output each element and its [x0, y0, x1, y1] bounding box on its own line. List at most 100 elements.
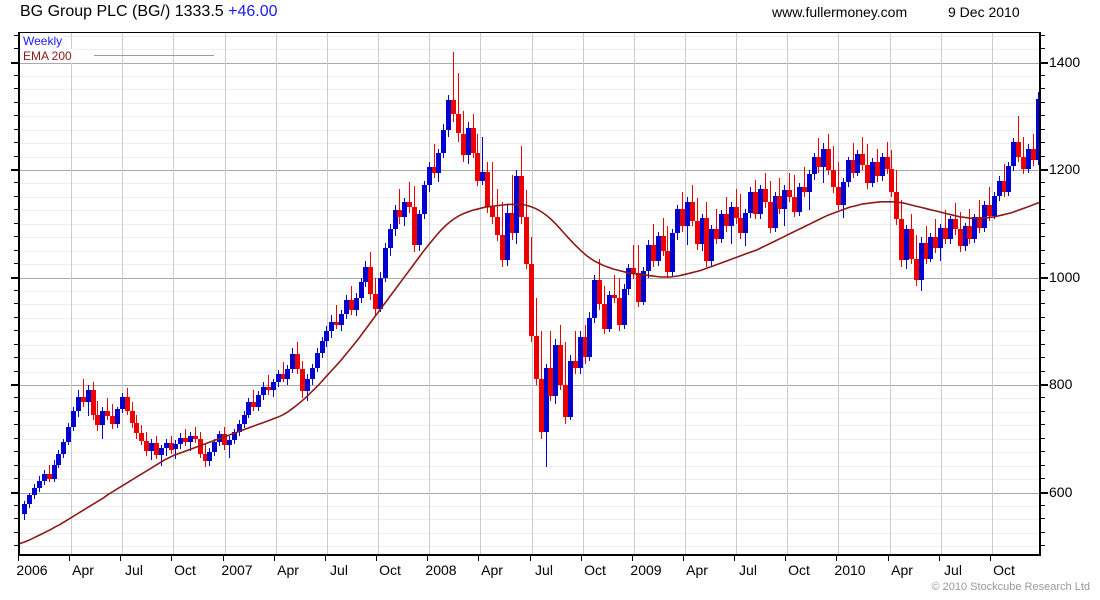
candle-body [76, 396, 81, 411]
y-axis-tick-minor [1041, 75, 1045, 76]
candle-wick [409, 181, 410, 214]
candle-body [885, 156, 890, 169]
candle-body [446, 100, 451, 130]
candle-body [626, 267, 631, 290]
candle-body [183, 437, 188, 442]
candle-body [846, 160, 851, 182]
candle-body [661, 235, 666, 251]
y-axis-tick-left [14, 330, 18, 331]
x-axis-tick [120, 556, 121, 561]
candle-body [66, 426, 71, 442]
copyright-notice: © 2010 Stockcube Research Ltd [931, 581, 1090, 593]
candle-body [812, 156, 817, 175]
candle-wick [833, 145, 834, 193]
x-axis-tick [581, 556, 582, 561]
legend-series-label: Weekly [22, 34, 64, 48]
last-price: 1333.5 [174, 3, 224, 20]
candle-body [1011, 142, 1016, 166]
x-axis-tick [171, 556, 172, 561]
candle-body [592, 280, 597, 318]
candle-body [388, 229, 393, 248]
candle-body [1036, 98, 1039, 161]
candle-body [982, 204, 987, 229]
y-axis-tick-left [14, 424, 18, 425]
candle-wick [789, 172, 790, 203]
gridline-v [583, 33, 584, 554]
candle-wick [336, 305, 337, 329]
gridline-minor-h [20, 143, 1039, 144]
candle-body [310, 367, 315, 379]
y-axis-tick-left [14, 518, 18, 519]
x-axis-label: Jul [125, 562, 143, 578]
candle-body [500, 234, 505, 261]
candle-body [1026, 148, 1031, 169]
candle-body [471, 128, 476, 153]
candle-body [91, 390, 96, 415]
x-axis-label: Apr [891, 562, 913, 578]
x-axis-tick [376, 556, 377, 561]
candle-body [100, 410, 105, 426]
candle-body [368, 266, 373, 294]
gridline-minor-h [20, 116, 1039, 117]
x-axis-tick [990, 556, 991, 561]
gridline-major-h [20, 385, 1039, 386]
candle-body [324, 331, 329, 341]
plot-area[interactable]: Weekly EMA 200 [18, 32, 1041, 556]
candle-body [436, 152, 441, 173]
y-axis-tick-minor [1041, 88, 1045, 89]
candle-body [782, 190, 787, 209]
candle-body [1002, 180, 1007, 192]
gridline-minor-h [20, 398, 1039, 399]
candle-body [203, 453, 208, 462]
candle-body [164, 443, 169, 449]
candle-body [1021, 156, 1026, 169]
candle-body [529, 264, 534, 336]
candle-body [865, 164, 870, 184]
candle-body [622, 289, 627, 325]
y-axis-tick-left [14, 209, 18, 210]
y-axis-tick-minor [1041, 371, 1045, 372]
y-axis-tick-left [14, 182, 18, 183]
price-change: +46.00 [228, 3, 278, 20]
y-axis-tick-left [14, 142, 18, 143]
candle-body [695, 221, 700, 245]
gridline-v [634, 33, 635, 554]
candle-body [841, 181, 846, 205]
candle-body [578, 336, 583, 368]
candle-body [466, 128, 471, 155]
candle-body [22, 504, 27, 514]
y-axis-tick-minor [1041, 438, 1045, 439]
candle-body [534, 335, 539, 379]
candle-body [870, 161, 875, 184]
x-axis-label: Jul [739, 562, 757, 578]
gridline-major-h [20, 63, 1039, 64]
candle-wick [736, 188, 737, 224]
candle-body [938, 228, 943, 248]
candle-wick [512, 175, 513, 240]
candle-body [734, 206, 739, 219]
candle-body [81, 396, 86, 403]
gridline-minor-h [20, 546, 1039, 547]
gridline-v [941, 33, 942, 554]
ema-200-line [20, 201, 1039, 545]
candle-body [690, 202, 695, 222]
x-axis-tick [939, 556, 940, 561]
candle-body [568, 360, 573, 418]
x-axis-tick [427, 556, 428, 561]
gridline-minor-h [20, 76, 1039, 77]
y-axis-tick-left [14, 532, 18, 533]
candle-body [451, 100, 456, 114]
y-axis-tick-minor [1041, 48, 1045, 49]
candle-body [758, 188, 763, 215]
y-axis-tick-minor [1041, 263, 1045, 264]
y-axis-tick-left [14, 196, 18, 197]
gridline-minor-h [20, 452, 1039, 453]
gridline-minor-h [20, 439, 1039, 440]
y-axis-tick-minor [1041, 317, 1045, 318]
candle-body [958, 229, 963, 247]
candle-body [378, 277, 383, 309]
candle-body [178, 437, 183, 445]
x-axis-label: Apr [277, 562, 299, 578]
y-axis-label: 1400 [1049, 53, 1081, 70]
y-axis-tick-left [14, 505, 18, 506]
